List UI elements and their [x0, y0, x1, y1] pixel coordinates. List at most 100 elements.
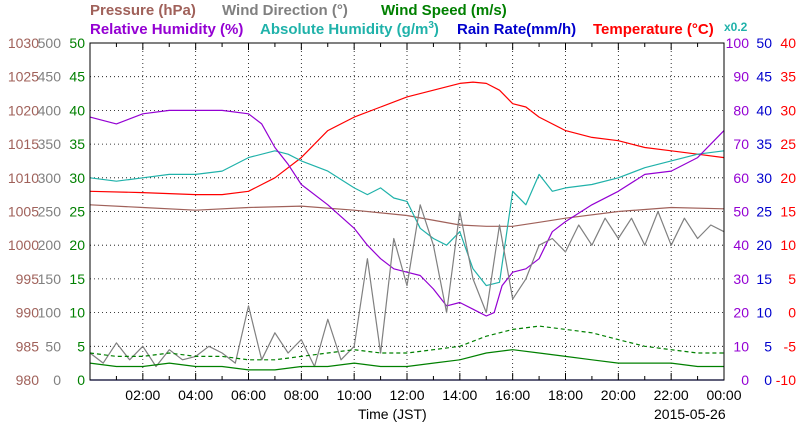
- series-wind-direction: [89, 204, 725, 368]
- tick-label-relative-humidity: 80: [733, 102, 749, 118]
- tick-label-pressure: 1010: [8, 170, 39, 186]
- series-pressure-hpa: [89, 204, 725, 227]
- x-tick-label: 08:00: [284, 387, 319, 403]
- tick-label-wind-direction: 200: [38, 237, 62, 253]
- header-scale-note: x0.2: [724, 20, 748, 34]
- tick-label-pressure: 1015: [8, 136, 39, 152]
- header-absolute-humidity-sup: 3: [428, 20, 434, 31]
- tick-label-temperature: 5: [788, 271, 796, 287]
- tick-label-relative-humidity: 90: [733, 69, 749, 85]
- tick-label-pressure: 1025: [8, 69, 39, 85]
- tick-label-relative-humidity: 30: [733, 271, 749, 287]
- tick-label-relative-humidity: 70: [733, 136, 749, 152]
- x-axis: 02:00 04:00 06:00 08:00 10:00 12:00 14:00 16:00…: [115, 43, 742, 403]
- tick-label-wind-direction: 50: [45, 338, 61, 354]
- tick-label-rain-rate: 50: [756, 35, 772, 51]
- tick-label-temperature: 20: [780, 170, 796, 186]
- header-relative-humidity: Relative Humidity (%): [90, 21, 243, 38]
- tick-label-wind-direction: 350: [38, 136, 62, 152]
- tick-label-wind-direction: 150: [38, 271, 62, 287]
- tick-label-pressure: 1000: [8, 237, 39, 253]
- tick-label-wind-speed: 40: [69, 102, 85, 118]
- tick-label-relative-humidity: 20: [733, 305, 749, 321]
- tick-label-pressure: 1020: [8, 102, 39, 118]
- tick-label-rain-rate: 0: [764, 372, 772, 388]
- tick-label-rain-rate: 45: [756, 69, 772, 85]
- tick-label-wind-direction: 100: [38, 305, 62, 321]
- header-rain-rate: Rain Rate(mm/h): [457, 21, 576, 38]
- left-axes: 1030102510201015101010051000995990985980…: [8, 35, 85, 388]
- tick-label-pressure: 980: [16, 372, 40, 388]
- tick-label-wind-direction: 250: [38, 204, 62, 220]
- tick-label-temperature: -5: [784, 338, 797, 354]
- header-temperature: Temperature (°C): [593, 21, 714, 38]
- tick-label-pressure: 1030: [8, 35, 39, 51]
- tick-label-temperature: 35: [780, 69, 796, 85]
- series-wind-speed-gust-m-s: [89, 325, 724, 361]
- tick-label-pressure: 1005: [8, 204, 39, 220]
- tick-label-wind-speed: 50: [69, 35, 85, 51]
- tick-label-temperature: 40: [780, 35, 796, 51]
- x-tick-label: 14:00: [442, 387, 477, 403]
- tick-label-relative-humidity: 50: [733, 204, 749, 220]
- header-wind-speed: Wind Speed (m/s): [381, 2, 507, 19]
- series-temperature-c: [89, 81, 725, 196]
- series-absolute-humidity-g-m3: [89, 150, 725, 287]
- tick-label-rain-rate: 15: [756, 271, 772, 287]
- header-absolute-humidity-close: ): [434, 21, 439, 38]
- series-wind-speed-m-s: [89, 349, 724, 371]
- header-wind-direction: Wind Direction (°): [222, 2, 348, 19]
- date-label: 2015-05-26: [654, 406, 726, 422]
- tick-label-pressure: 985: [16, 338, 40, 354]
- tick-label-rain-rate: 35: [756, 136, 772, 152]
- tick-label-rain-rate: 40: [756, 102, 772, 118]
- tick-label-rain-rate: 5: [764, 338, 772, 354]
- x-tick-label: 12:00: [389, 387, 424, 403]
- tick-label-relative-humidity: 40: [733, 237, 749, 253]
- right-axes: 1009080706050403020100504540353025201510…: [726, 35, 797, 388]
- tick-label-rain-rate: 25: [756, 204, 772, 220]
- x-tick-label: 22:00: [654, 387, 689, 403]
- header-pressure: Pressure (hPa): [90, 2, 196, 19]
- tick-label-rain-rate: 30: [756, 170, 772, 186]
- x-tick-label: 16:00: [495, 387, 530, 403]
- tick-label-temperature: 25: [780, 136, 796, 152]
- tick-label-wind-direction: 400: [38, 102, 62, 118]
- tick-label-pressure: 990: [16, 305, 40, 321]
- tick-label-temperature: -10: [776, 372, 796, 388]
- tick-label-relative-humidity: 0: [741, 372, 749, 388]
- tick-label-wind-speed: 20: [69, 237, 85, 253]
- x-tick-label: 20:00: [601, 387, 636, 403]
- tick-label-wind-speed: 30: [69, 170, 85, 186]
- header-absolute-humidity-text: Absolute Humidity (g/m: [260, 21, 428, 38]
- tick-label-relative-humidity: 100: [726, 35, 750, 51]
- tick-label-wind-direction: 300: [38, 170, 62, 186]
- x-tick-label: 04:00: [178, 387, 213, 403]
- x-axis-label: Time (JST): [358, 406, 427, 422]
- tick-label-temperature: 30: [780, 102, 796, 118]
- x-tick-label: 02:00: [125, 387, 160, 403]
- tick-label-wind-direction: 450: [38, 69, 62, 85]
- tick-label-relative-humidity: 60: [733, 170, 749, 186]
- grid: [90, 43, 724, 380]
- tick-label-wind-speed: 45: [69, 69, 85, 85]
- tick-label-rain-rate: 10: [756, 305, 772, 321]
- x-tick-label: 18:00: [548, 387, 583, 403]
- tick-label-wind-direction: 0: [53, 372, 61, 388]
- tick-label-temperature: 15: [780, 204, 796, 220]
- header-absolute-humidity: Absolute Humidity (g/m3): [260, 20, 439, 38]
- tick-label-wind-speed: 25: [69, 204, 85, 220]
- tick-label-wind-speed: 5: [77, 338, 85, 354]
- x-tick-label: 00:00: [706, 387, 741, 403]
- tick-label-wind-direction: 500: [38, 35, 62, 51]
- x-tick-label: 10:00: [337, 387, 372, 403]
- tick-label-relative-humidity: 10: [733, 338, 749, 354]
- tick-label-pressure: 995: [16, 271, 40, 287]
- tick-label-rain-rate: 20: [756, 237, 772, 253]
- tick-label-wind-speed: 35: [69, 136, 85, 152]
- series-relative-humidity: [89, 109, 725, 317]
- tick-label-wind-speed: 0: [77, 372, 85, 388]
- tick-label-temperature: 10: [780, 237, 796, 253]
- x-tick-label: 06:00: [231, 387, 266, 403]
